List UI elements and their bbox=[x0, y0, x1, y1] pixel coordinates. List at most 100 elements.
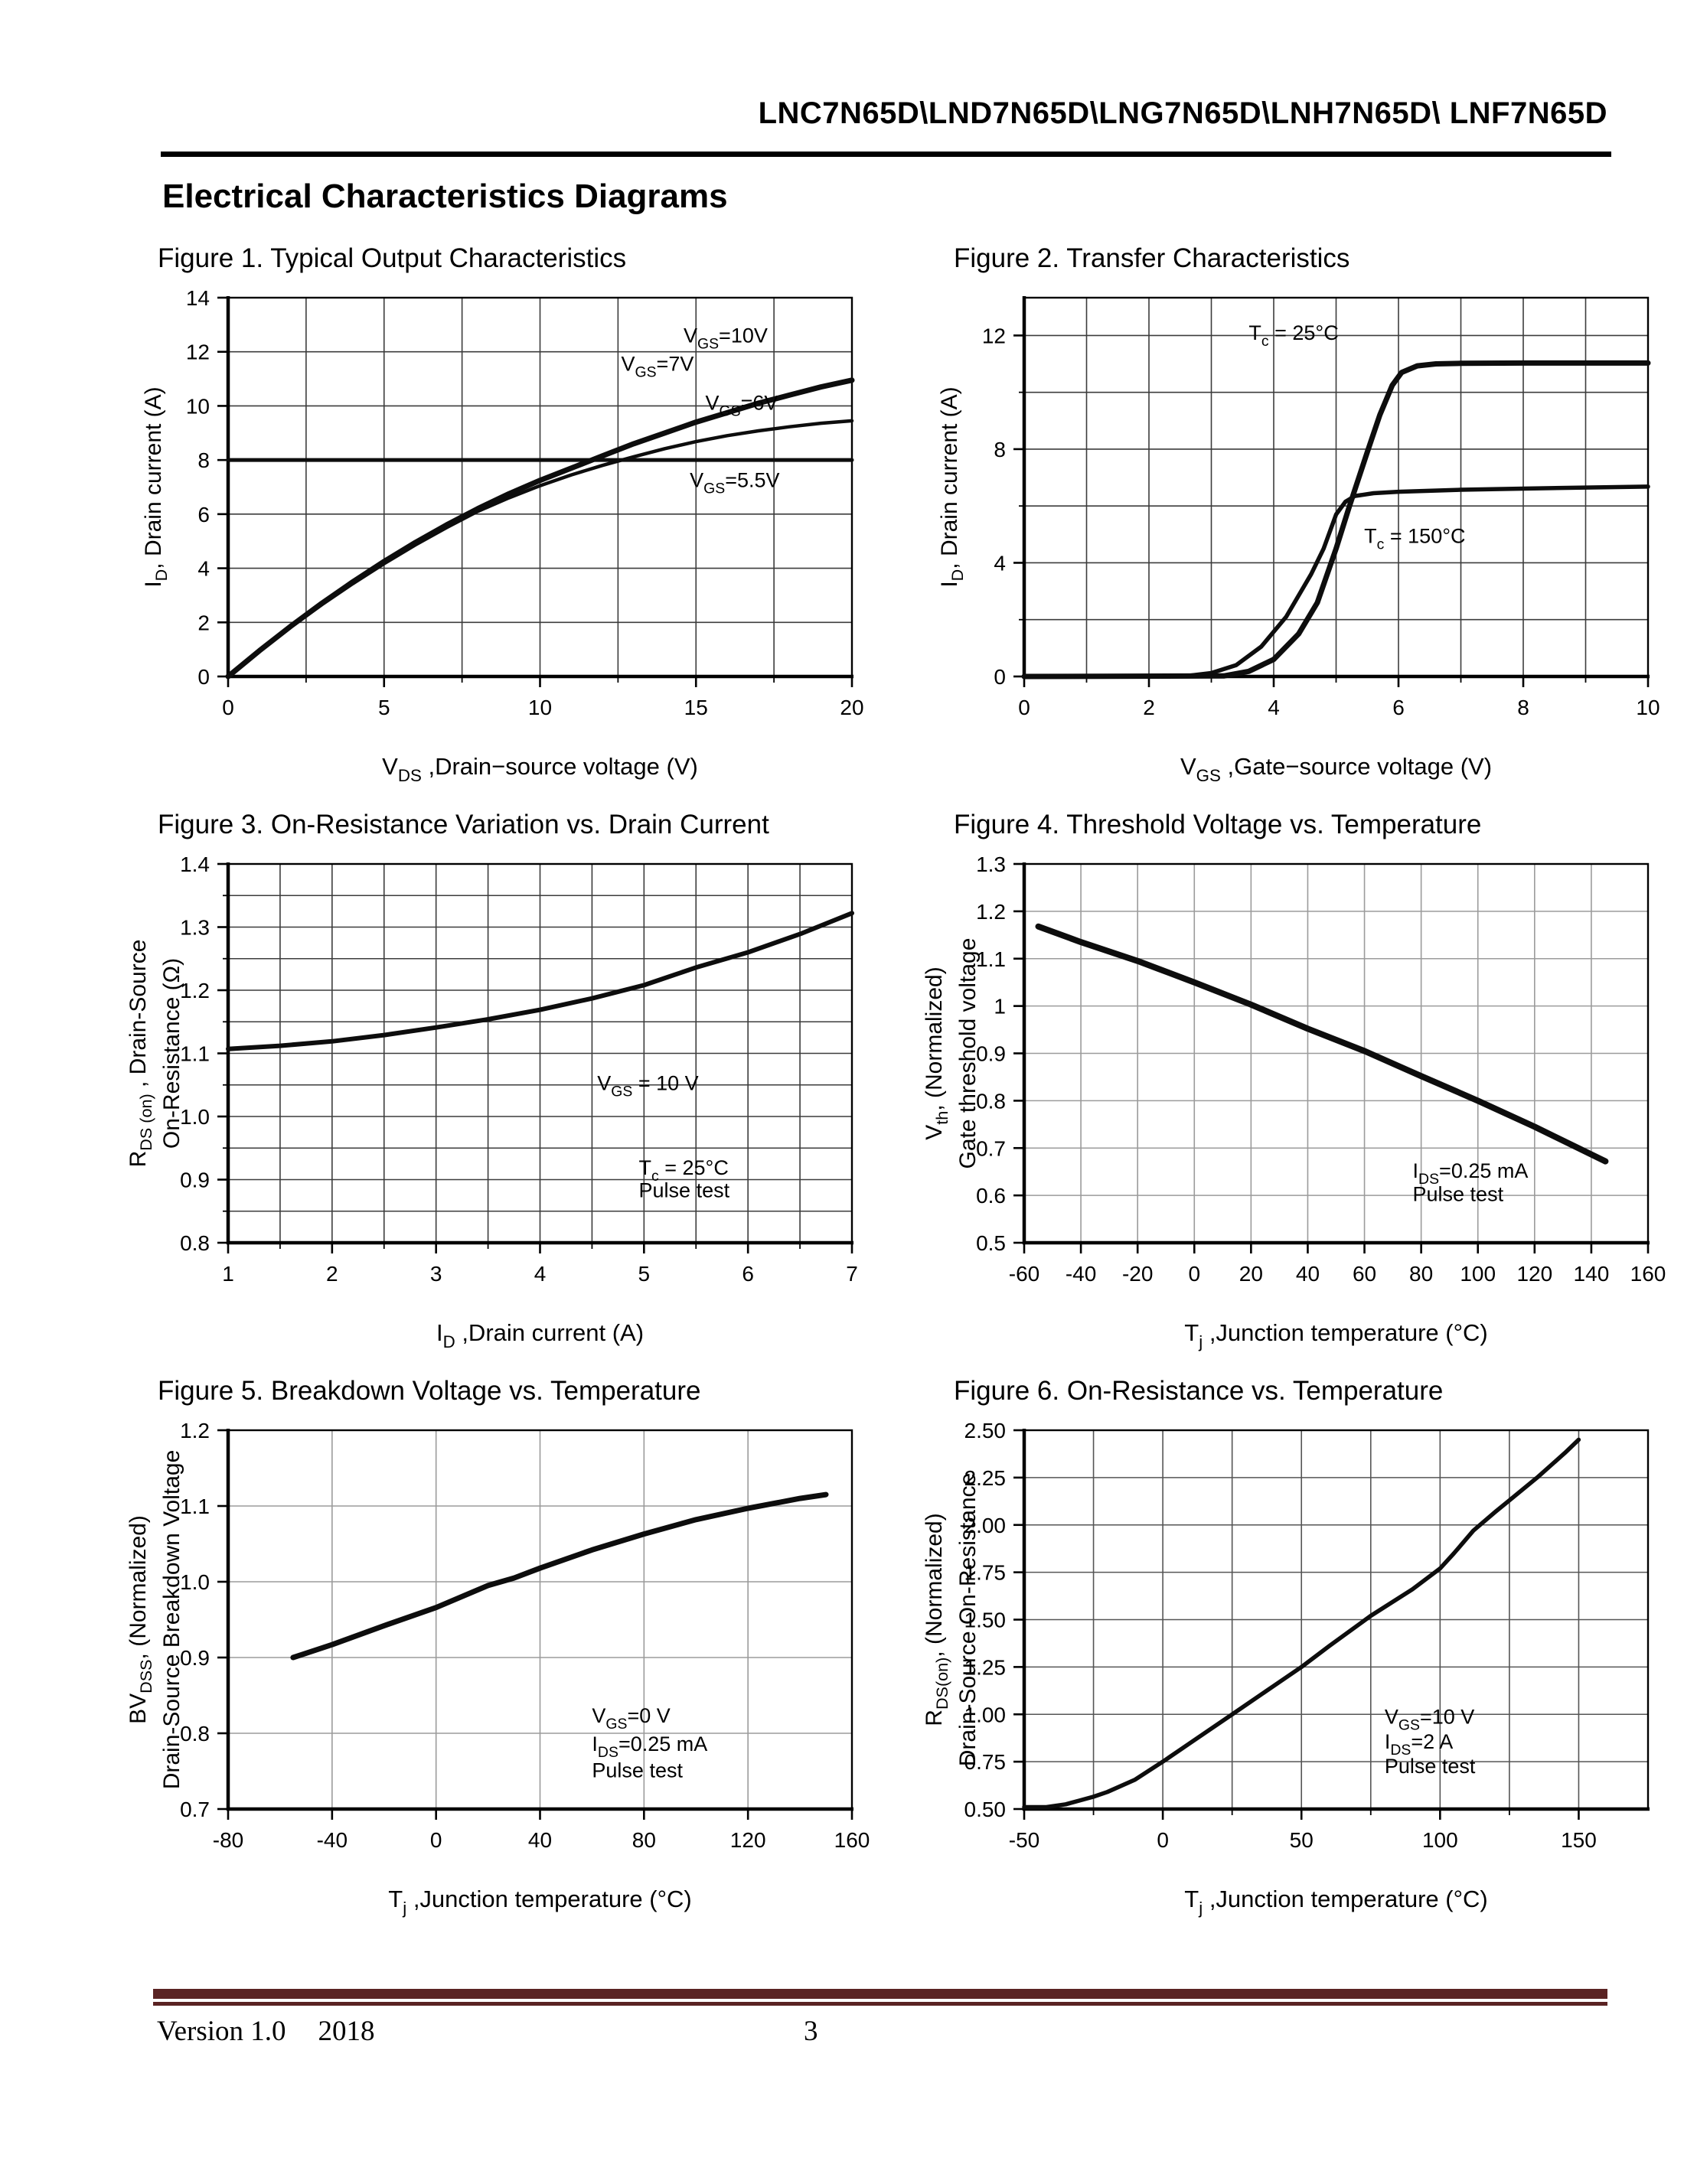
svg-text:1: 1 bbox=[222, 1262, 234, 1286]
svg-text:1.4: 1.4 bbox=[180, 852, 210, 876]
svg-text:Drain-Source On-Resistance: Drain-Source On-Resistance bbox=[955, 1473, 981, 1766]
footer-bar-thin bbox=[153, 2002, 1607, 2006]
svg-text:IDS=2 A: IDS=2 A bbox=[1385, 1730, 1453, 1759]
svg-text:IDS=0.25 mA: IDS=0.25 mA bbox=[592, 1733, 707, 1761]
svg-text:2.25: 2.25 bbox=[964, 1466, 1007, 1490]
svg-text:ID, Drain current (A): ID, Drain current (A) bbox=[937, 386, 967, 587]
svg-text:2.00: 2.00 bbox=[964, 1514, 1007, 1537]
svg-text:1.25: 1.25 bbox=[964, 1655, 1007, 1679]
figure-3-title: Figure 3. On-Resistance Variation vs. Dr… bbox=[158, 810, 769, 839]
svg-text:12: 12 bbox=[982, 324, 1006, 347]
footer: Version 1.0 2018 3 bbox=[157, 2015, 1607, 2048]
svg-text:1: 1 bbox=[994, 995, 1006, 1019]
svg-text:1.3: 1.3 bbox=[976, 852, 1006, 876]
svg-text:-40: -40 bbox=[1066, 1262, 1096, 1286]
figure-2-title: Figure 2. Transfer Characteristics bbox=[954, 243, 1350, 273]
svg-text:0: 0 bbox=[994, 665, 1006, 689]
svg-text:1.3: 1.3 bbox=[180, 916, 210, 940]
svg-text:-50: -50 bbox=[1009, 1828, 1039, 1852]
svg-text:0: 0 bbox=[222, 696, 234, 719]
svg-text:10: 10 bbox=[186, 394, 210, 418]
footer-year: 2018 bbox=[318, 2016, 375, 2047]
svg-text:VGS=0 V: VGS=0 V bbox=[592, 1704, 670, 1733]
svg-text:20: 20 bbox=[840, 696, 863, 719]
svg-text:2: 2 bbox=[197, 611, 210, 634]
figure-5-block: Figure 5. Breakdown Voltage vs. Temperat… bbox=[113, 1376, 886, 1941]
svg-text:-60: -60 bbox=[1009, 1262, 1039, 1286]
svg-text:10: 10 bbox=[528, 696, 552, 719]
svg-text:0.75: 0.75 bbox=[964, 1750, 1007, 1774]
svg-text:-40: -40 bbox=[317, 1828, 348, 1852]
svg-text:15: 15 bbox=[684, 696, 708, 719]
svg-text:-20: -20 bbox=[1122, 1262, 1153, 1286]
svg-text:160: 160 bbox=[834, 1828, 870, 1852]
svg-text:VGS = 10 V: VGS = 10 V bbox=[597, 1071, 698, 1100]
svg-text:Tc = 25°C: Tc = 25°C bbox=[639, 1156, 729, 1185]
figure-2-chart: 0 2 4 6 8 10 0 4 8 12 Tc = 25°C Tc = 150°C VGS ,Gate… bbox=[937, 296, 1660, 785]
svg-text:2: 2 bbox=[1143, 696, 1155, 719]
svg-text:VDS ,Drain−source voltage (V): VDS ,Drain−source voltage (V) bbox=[382, 753, 698, 785]
svg-text:6: 6 bbox=[197, 503, 210, 526]
svg-text:160: 160 bbox=[1630, 1262, 1666, 1286]
figure-4-chart: -60 -40 -20 0 20 40 60 80 100 120 140 160 0.5 0.6 0.7 0… bbox=[922, 852, 1666, 1351]
figure-5-title: Figure 5. Breakdown Voltage vs. Temperat… bbox=[158, 1376, 701, 1406]
svg-text:0.6: 0.6 bbox=[976, 1184, 1006, 1208]
figure-4-block: Figure 4. Threshold Voltage vs. Temperat… bbox=[909, 810, 1682, 1374]
svg-text:0.50: 0.50 bbox=[964, 1798, 1007, 1821]
svg-text:5: 5 bbox=[378, 696, 390, 719]
svg-text:80: 80 bbox=[1409, 1262, 1433, 1286]
svg-text:0: 0 bbox=[1188, 1262, 1200, 1286]
svg-text:VGS=7V: VGS=7V bbox=[621, 352, 694, 380]
svg-text:3: 3 bbox=[430, 1262, 442, 1286]
svg-text:0.8: 0.8 bbox=[180, 1722, 210, 1746]
svg-text:On-Resistance (Ω): On-Resistance (Ω) bbox=[159, 958, 184, 1149]
svg-text:2.50: 2.50 bbox=[964, 1419, 1007, 1442]
figure-6-title: Figure 6. On-Resistance vs. Temperature bbox=[954, 1376, 1444, 1406]
svg-text:6: 6 bbox=[1392, 696, 1405, 719]
svg-text:Vth, (Normalized): Vth, (Normalized) bbox=[922, 967, 951, 1139]
svg-text:1.0: 1.0 bbox=[180, 1105, 210, 1129]
svg-text:Tc = 25°C: Tc = 25°C bbox=[1248, 321, 1338, 350]
svg-text:0: 0 bbox=[430, 1828, 442, 1852]
svg-text:60: 60 bbox=[1353, 1262, 1376, 1286]
figure-1-block: Figure 1. Typical Output Characteristics… bbox=[113, 243, 886, 808]
svg-text:8: 8 bbox=[1517, 696, 1529, 719]
svg-text:4: 4 bbox=[994, 551, 1006, 575]
svg-text:0.5: 0.5 bbox=[976, 1231, 1006, 1255]
svg-text:100: 100 bbox=[1460, 1262, 1496, 1286]
svg-text:1.2: 1.2 bbox=[180, 1419, 210, 1442]
svg-text:150: 150 bbox=[1561, 1828, 1597, 1852]
svg-text:BVDSS, (Normalized): BVDSS, (Normalized) bbox=[126, 1515, 155, 1724]
svg-text:8: 8 bbox=[197, 448, 210, 472]
svg-text:-80: -80 bbox=[213, 1828, 243, 1852]
svg-text:6: 6 bbox=[742, 1262, 754, 1286]
svg-text:VGS=10V: VGS=10V bbox=[684, 324, 768, 352]
svg-text:0.9: 0.9 bbox=[976, 1042, 1006, 1066]
figure-6-block: Figure 6. On-Resistance vs. Temperature … bbox=[909, 1376, 1682, 1941]
svg-text:ID ,Drain current (A): ID ,Drain current (A) bbox=[436, 1319, 644, 1351]
svg-text:0.9: 0.9 bbox=[180, 1646, 210, 1670]
figure-3-block: Figure 3. On-Resistance Variation vs. Dr… bbox=[113, 810, 886, 1374]
svg-text:VGS=10 V: VGS=10 V bbox=[1385, 1706, 1474, 1734]
svg-text:Pulse test: Pulse test bbox=[639, 1179, 730, 1202]
svg-text:Gate threshold voltage: Gate threshold voltage bbox=[955, 938, 981, 1169]
svg-text:7: 7 bbox=[846, 1262, 858, 1286]
svg-text:5: 5 bbox=[638, 1262, 651, 1286]
svg-text:1.1: 1.1 bbox=[180, 1495, 210, 1518]
svg-text:Tj ,Junction temperature (°C): Tj ,Junction temperature (°C) bbox=[1184, 1319, 1487, 1351]
svg-text:0: 0 bbox=[1157, 1828, 1169, 1852]
page-title: Electrical Characteristics Diagrams bbox=[162, 178, 728, 215]
figure-4-title: Figure 4. Threshold Voltage vs. Temperat… bbox=[954, 810, 1482, 839]
header-rule bbox=[161, 152, 1611, 157]
svg-text:1.75: 1.75 bbox=[964, 1561, 1007, 1585]
footer-bar-thick bbox=[153, 1989, 1607, 1999]
svg-text:Tj ,Junction temperature (°C): Tj ,Junction temperature (°C) bbox=[388, 1886, 691, 1918]
svg-text:4: 4 bbox=[197, 557, 210, 581]
svg-text:2: 2 bbox=[326, 1262, 338, 1286]
figure-2-block: Figure 2. Transfer Characteristics 0 2 4 6 8… bbox=[909, 243, 1682, 808]
svg-text:1.2: 1.2 bbox=[976, 900, 1006, 924]
svg-text:Pulse test: Pulse test bbox=[1413, 1183, 1504, 1206]
svg-text:0.7: 0.7 bbox=[180, 1798, 210, 1821]
svg-text:IDS=0.25 mA: IDS=0.25 mA bbox=[1413, 1159, 1529, 1188]
svg-text:0.9: 0.9 bbox=[180, 1169, 210, 1192]
